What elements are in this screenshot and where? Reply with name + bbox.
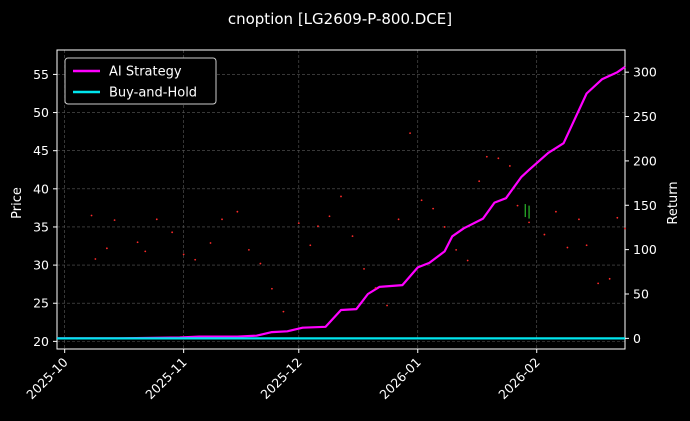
price-point bbox=[443, 226, 446, 228]
y-tick-label-left: 40 bbox=[33, 181, 49, 196]
legend-label: Buy-and-Hold bbox=[109, 86, 197, 101]
price-point bbox=[543, 233, 546, 236]
y-tick-label-left: 30 bbox=[33, 258, 49, 273]
price-point bbox=[351, 235, 354, 238]
y-tick-label-left: 50 bbox=[33, 105, 49, 120]
y-tick-label-right: 50 bbox=[633, 286, 649, 301]
price-point bbox=[386, 304, 388, 307]
price-point bbox=[624, 227, 626, 230]
price-point bbox=[144, 250, 147, 253]
price-point bbox=[282, 310, 285, 313]
price-point bbox=[363, 268, 365, 270]
price-point bbox=[616, 216, 619, 219]
price-point bbox=[497, 157, 500, 160]
price-point bbox=[94, 258, 97, 260]
price-point bbox=[528, 221, 530, 224]
price-point bbox=[209, 242, 212, 244]
y-tick-label-right: 250 bbox=[633, 109, 657, 124]
y-tick-label-right: 100 bbox=[633, 242, 657, 257]
price-point bbox=[466, 259, 469, 262]
price-point bbox=[317, 225, 319, 228]
price-point bbox=[478, 180, 481, 183]
y-tick-label-right: 300 bbox=[633, 65, 657, 80]
price-point bbox=[397, 218, 400, 221]
y-tick-label-left: 55 bbox=[33, 67, 49, 82]
plot-frame bbox=[56, 49, 626, 350]
price-point bbox=[508, 165, 511, 167]
price-point bbox=[374, 287, 377, 289]
marks-layer bbox=[90, 132, 626, 313]
price-point bbox=[585, 244, 588, 247]
price-point bbox=[136, 241, 139, 244]
legend-box bbox=[64, 57, 217, 105]
price-point bbox=[608, 277, 611, 280]
price-point bbox=[155, 218, 158, 221]
price-point bbox=[555, 210, 557, 213]
price-point bbox=[340, 195, 342, 198]
series-layer bbox=[57, 65, 626, 340]
price-point bbox=[247, 248, 250, 251]
price-point bbox=[171, 231, 174, 234]
price-point bbox=[221, 218, 223, 221]
price-point bbox=[271, 287, 273, 290]
y-tick-label-left: 25 bbox=[33, 296, 49, 311]
price-point bbox=[259, 262, 262, 265]
price-point bbox=[105, 247, 108, 250]
price-point bbox=[194, 258, 197, 261]
price-point bbox=[516, 204, 519, 207]
series-line-ai-strategy bbox=[57, 65, 626, 340]
y-tick-label-left: 20 bbox=[33, 334, 49, 349]
legend: AI Strategy Buy-and-Hold bbox=[64, 57, 217, 105]
price-point bbox=[455, 248, 458, 251]
price-point bbox=[182, 253, 185, 256]
y-tick-label-left: 45 bbox=[33, 143, 49, 158]
y-tick-label-right: 200 bbox=[633, 153, 657, 168]
y-tick-label-right: 150 bbox=[633, 198, 657, 213]
price-point bbox=[485, 155, 488, 158]
y-tick-label-right: 0 bbox=[633, 331, 641, 346]
price-point bbox=[297, 222, 300, 225]
price-point bbox=[113, 219, 116, 221]
price-point bbox=[420, 199, 423, 202]
price-point bbox=[597, 282, 600, 285]
price-point bbox=[432, 207, 435, 210]
price-point bbox=[409, 132, 411, 135]
price-point bbox=[578, 218, 580, 221]
y-axis-label-left: Price bbox=[10, 187, 25, 219]
legend-label: AI Strategy bbox=[109, 65, 182, 80]
price-point bbox=[309, 244, 312, 247]
price-point bbox=[236, 210, 239, 213]
price-point bbox=[90, 214, 93, 217]
price-point bbox=[566, 246, 569, 249]
y-axis-label-right: Return bbox=[666, 181, 681, 224]
y-tick-label-left: 35 bbox=[33, 219, 49, 234]
price-point bbox=[328, 215, 331, 218]
chart-title: cnoption [LG2609-P-800.DCE] bbox=[228, 10, 452, 28]
